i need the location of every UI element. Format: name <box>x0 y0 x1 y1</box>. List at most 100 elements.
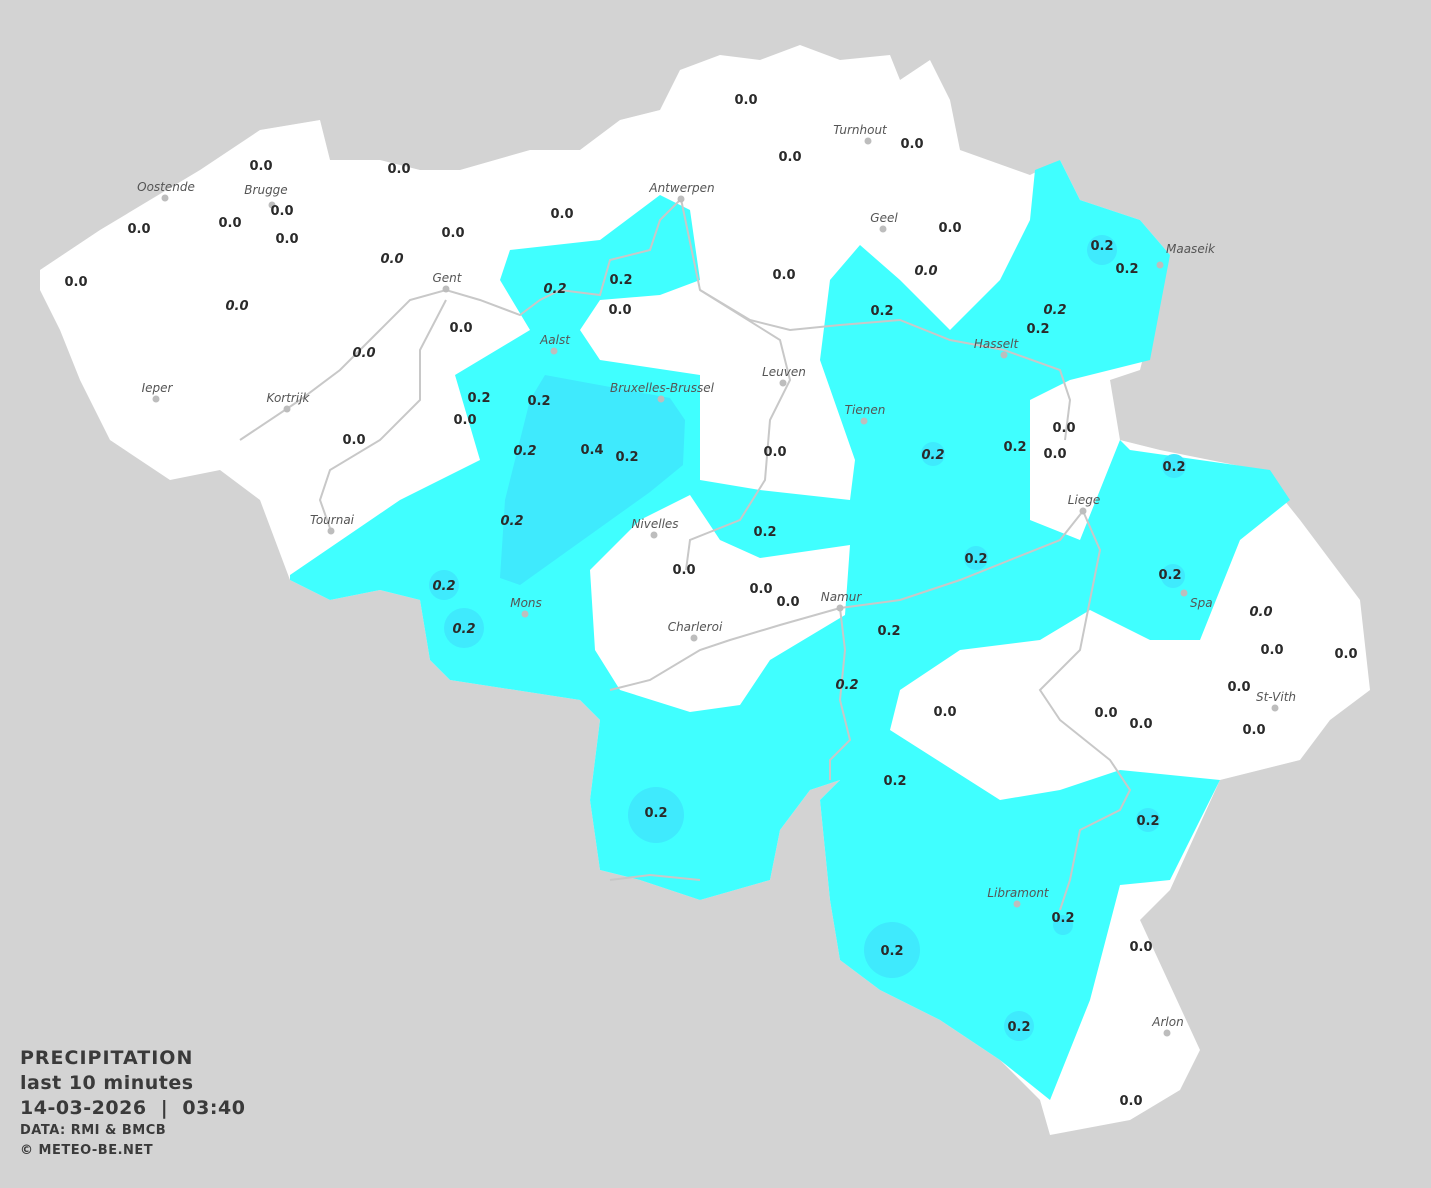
city-label: Mons <box>510 596 542 610</box>
city-dot <box>657 395 665 403</box>
city-label: Leuven <box>762 365 806 379</box>
city-dot <box>690 634 698 642</box>
city-dot <box>1180 589 1188 597</box>
precipitation-value: 0.2 <box>1162 460 1185 475</box>
city-label: Libramont <box>987 886 1050 900</box>
precipitation-value: 0.0 <box>453 413 476 428</box>
legend: PRECIPITATION last 10 minutes 14-03-2026… <box>20 1046 245 1161</box>
city-label: Tournai <box>310 513 355 527</box>
rain-area-0-4 <box>500 375 685 585</box>
city-label: Antwerpen <box>648 181 714 195</box>
city-dot <box>1079 507 1087 515</box>
precipitation-value: 0.0 <box>127 222 150 237</box>
values-layer: 0.0 0.0 0.0 0.0 0.0 0.0 0.0 0.0 0.0 0.0 0.0 0.0 0.0 0… <box>64 93 1357 1109</box>
precipitation-value: 0.2 <box>432 579 455 594</box>
precipitation-value: 0.0 <box>608 303 631 318</box>
precipitation-value: 0.0 <box>550 207 573 222</box>
precipitation-value: 0.2 <box>964 552 987 567</box>
dry-area-charleroi <box>590 495 850 712</box>
precipitation-value: 0.2 <box>870 304 893 319</box>
city-dot <box>152 395 160 403</box>
city-label: Ieper <box>142 381 174 395</box>
city-label: Liege <box>1068 493 1100 507</box>
precipitation-value: 0.0 <box>778 150 801 165</box>
city-dot <box>677 195 685 203</box>
precipitation-value: 0.0 <box>1094 706 1117 721</box>
precipitation-value: 0.0 <box>387 162 410 177</box>
precipitation-value: 0.0 <box>914 264 937 279</box>
city-label: Tienen <box>845 403 886 417</box>
city-dot <box>836 604 844 612</box>
precipitation-value: 0.2 <box>615 450 638 465</box>
precipitation-value: 0.0 <box>772 268 795 283</box>
precipitation-value: 0.0 <box>1242 723 1265 738</box>
city-dot <box>864 137 872 145</box>
city-label: Oostende <box>137 180 195 194</box>
city-label: Turnhout <box>833 123 888 137</box>
precipitation-value: 0.0 <box>763 445 786 460</box>
precipitation-value: 0.2 <box>452 622 475 637</box>
precipitation-value: 0.0 <box>64 275 87 290</box>
precipitation-value: 0.2 <box>1158 568 1181 583</box>
precipitation-value: 0.2 <box>835 678 858 693</box>
legend-title: PRECIPITATION <box>20 1047 194 1069</box>
precipitation-value: 0.0 <box>1129 940 1152 955</box>
precipitation-value: 0.0 <box>749 582 772 597</box>
precipitation-value: 0.0 <box>275 232 298 247</box>
precipitation-value: 0.2 <box>527 394 550 409</box>
cities-layer: Oostende Brugge Antwerpen Turnhout Geel Maase… <box>137 123 1296 1037</box>
city-dot <box>1013 900 1021 908</box>
precipitation-value: 0.0 <box>352 346 375 361</box>
city-label: Aalst <box>539 333 571 347</box>
precipitation-value: 0.2 <box>1007 1020 1030 1035</box>
precipitation-value: 0.0 <box>449 321 472 336</box>
precipitation-value: 0.2 <box>1136 814 1159 829</box>
legend-source: DATA: RMI & BMCB <box>20 1123 167 1138</box>
city-dot <box>327 527 335 535</box>
city-dot <box>1156 261 1164 269</box>
precipitation-value: 0.2 <box>1003 440 1026 455</box>
city-label: Brugge <box>244 183 287 197</box>
precipitation-value: 0.4 <box>580 443 603 458</box>
city-label: Namur <box>821 590 863 604</box>
city-dot <box>442 285 450 293</box>
precipitation-value: 0.0 <box>776 595 799 610</box>
precipitation-value: 0.2 <box>753 525 776 540</box>
precipitation-value: 0.0 <box>342 433 365 448</box>
precipitation-value: 0.2 <box>1026 322 1049 337</box>
precipitation-value: 0.2 <box>500 514 523 529</box>
city-dot <box>650 531 658 539</box>
precipitation-value: 0.2 <box>1115 262 1138 277</box>
city-dot <box>879 225 887 233</box>
city-label: Hasselt <box>974 337 1020 351</box>
precipitation-value: 0.0 <box>938 221 961 236</box>
precipitation-value: 0.0 <box>1334 647 1357 662</box>
precipitation-value: 0.0 <box>1227 680 1250 695</box>
precipitation-value: 0.0 <box>933 705 956 720</box>
city-label: Spa <box>1190 596 1213 610</box>
precipitation-value: 0.0 <box>218 216 241 231</box>
precipitation-value: 0.0 <box>1260 643 1283 658</box>
precipitation-value: 0.0 <box>1119 1094 1142 1109</box>
precipitation-value: 0.2 <box>877 624 900 639</box>
precipitation-value: 0.2 <box>467 391 490 406</box>
city-label: Bruxelles-Brussel <box>610 381 715 395</box>
city-label: Maaseik <box>1166 242 1216 256</box>
city-dot <box>283 405 291 413</box>
precipitation-value: 0.0 <box>1052 421 1075 436</box>
city-dot <box>860 417 868 425</box>
precipitation-value: 0.0 <box>249 159 272 174</box>
precipitation-value: 0.2 <box>883 774 906 789</box>
precipitation-value: 0.0 <box>380 252 403 267</box>
precipitation-value: 0.0 <box>1043 447 1066 462</box>
precipitation-value: 0.0 <box>1129 717 1152 732</box>
city-label: Arlon <box>1151 1015 1183 1029</box>
city-dot <box>521 610 529 618</box>
city-label: Geel <box>870 211 898 225</box>
legend-period: last 10 minutes <box>20 1072 194 1094</box>
legend-copyright: © METEO-BE.NET <box>20 1143 154 1158</box>
city-label: Gent <box>433 271 463 285</box>
precipitation-value: 0.2 <box>543 282 566 297</box>
city-dot <box>1000 351 1008 359</box>
